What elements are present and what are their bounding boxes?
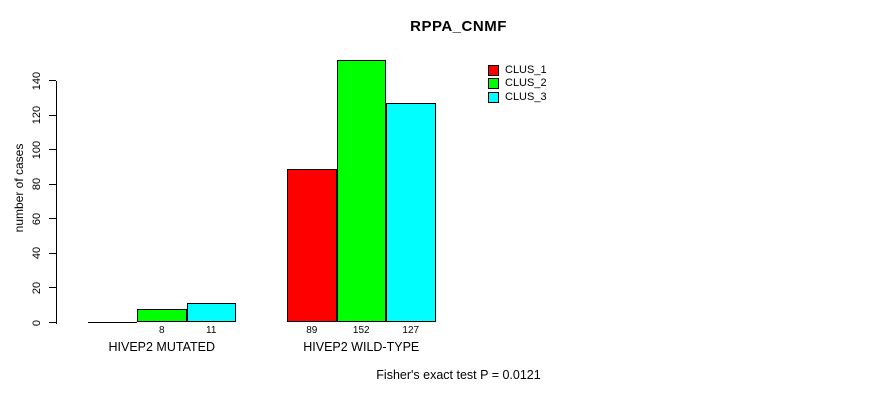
category-label: HIVEP2 MUTATED [108,340,216,354]
y-tick-label: 0 [31,319,43,326]
y-tick-mark [49,114,56,116]
bar-clus_2-2 [336,59,386,323]
y-tick-label: 140 [31,71,43,90]
bar-value-label: 89 [306,325,318,336]
y-tick-label: 40 [31,247,43,260]
y-tick-label: 100 [31,140,43,159]
y-tick-mark [49,218,56,220]
y-tick-label: 60 [31,212,43,225]
chart-title: RPPA_CNMF [410,18,507,35]
bar-clus_1-2 [287,168,337,323]
legend-swatch-clus_1 [488,65,499,76]
legend-swatch-clus_3 [488,91,499,103]
y-tick-mark [49,149,56,151]
bar-value-label: 8 [158,325,165,336]
bar-value-label: 127 [402,325,420,336]
annotation-text: Fisher's exact test P = 0.0121 [376,368,541,382]
y-tick-mark [49,322,56,323]
y-axis-label: number of cases [12,143,26,233]
bar-clus_1-1-zero [87,321,137,323]
bar-value-label: 152 [352,325,370,336]
y-axis-line [56,80,57,324]
y-tick-label: 120 [31,105,43,125]
bar-clus_3-2 [386,102,436,323]
y-tick-mark [49,183,56,185]
category-label: HIVEP2 WILD-TYPE [303,340,420,354]
legend-label-clus_2: CLUS_2 [505,77,547,90]
bar-clus_2-1 [137,308,187,323]
legend-swatch-clus_2 [488,78,499,90]
y-tick-mark [49,80,56,81]
y-tick-mark [49,287,56,289]
y-tick-label: 20 [31,281,43,295]
bar-value-label: 11 [206,325,217,336]
y-tick-mark [49,252,56,254]
legend-label-clus_1: CLUS_1 [505,64,547,76]
legend-label-clus_3: CLUS_3 [505,90,547,103]
y-tick-label: 80 [31,178,43,191]
bar-clus_3-1 [186,303,236,323]
